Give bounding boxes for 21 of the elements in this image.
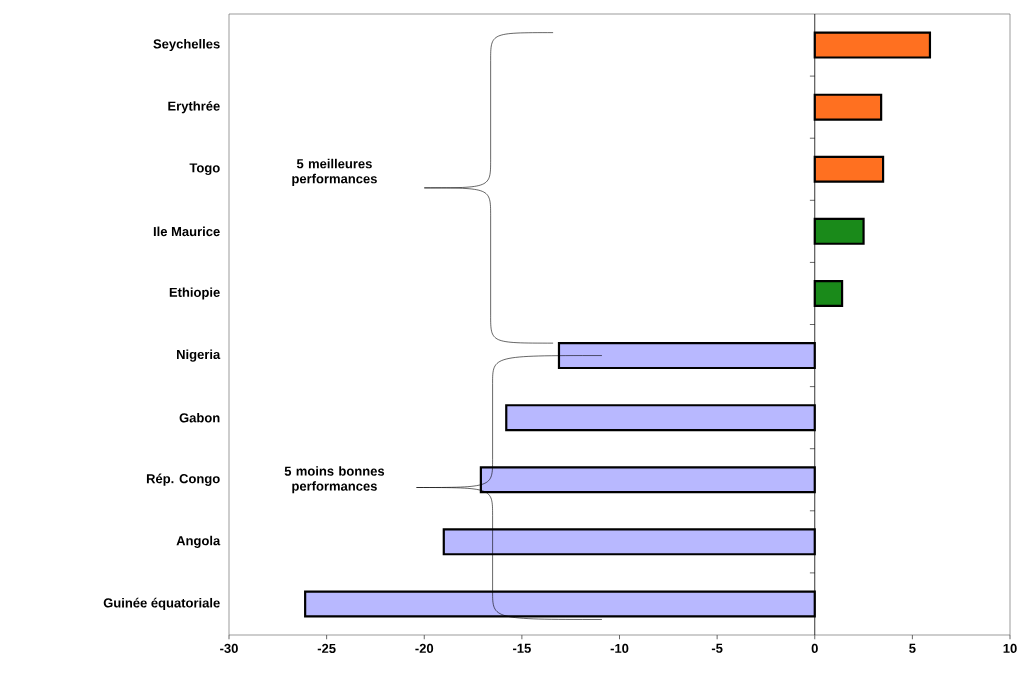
y-tick-label: Togo [189, 163, 220, 176]
y-tick-label: Seychelles [153, 39, 220, 52]
y-tick-label: Rép. Congo [146, 473, 220, 486]
x-tick-label: -30 [220, 643, 238, 654]
y-tick-label: Ethiopie [169, 287, 220, 300]
y-tick-label: Erythrée [168, 101, 220, 114]
y-tick-label: Guinée équatoriale [103, 597, 220, 611]
annotation: 5 moins bonnes performances [284, 466, 385, 494]
x-tick-label: 10 [1003, 643, 1017, 653]
y-tick-label: Gabon [179, 412, 220, 423]
x-tick-label: -15 [513, 643, 531, 653]
x-tick-label: -10 [610, 643, 629, 653]
x-tick-label: -20 [415, 643, 434, 653]
x-tick-label: -5 [711, 643, 723, 653]
annotation: 5 meilleures performances [292, 158, 377, 186]
y-tick-label: Angola [176, 535, 221, 548]
y-tick-label: Nigeria [177, 349, 221, 362]
y-tick-label: Ile Maurice [153, 226, 220, 237]
x-tick-label: -25 [317, 643, 336, 653]
x-tick-label: 0 [811, 643, 818, 653]
x-tick-label: 5 [909, 643, 916, 653]
